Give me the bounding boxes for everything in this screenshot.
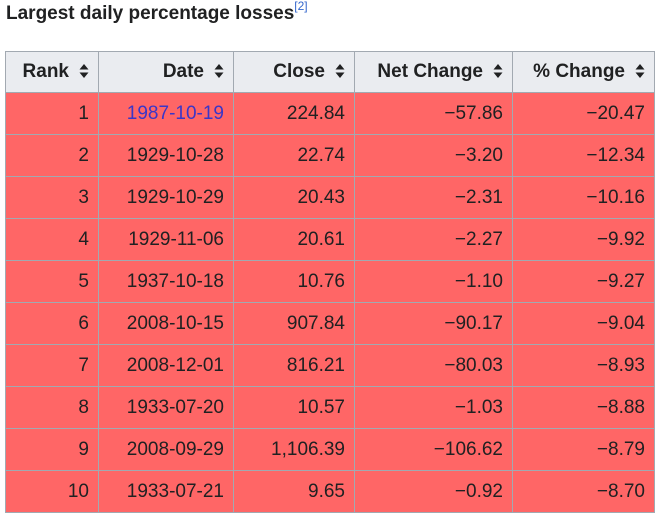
table-row: 1 1987-10-19 224.84 −57.86 −20.47	[5, 92, 655, 135]
net-change-cell: −90.17	[354, 302, 513, 345]
table-row: 8 1933-07-20 10.57 −1.03 −8.88	[5, 386, 655, 429]
rank-cell: 5	[5, 260, 99, 303]
table-row: 4 1929-11-06 20.61 −2.27 −9.92	[5, 218, 655, 261]
percent-change-cell: −9.04	[512, 302, 655, 345]
column-header-label: % Change	[533, 61, 625, 82]
close-cell: 907.84	[233, 302, 355, 345]
caption-title: Largest daily percentage losses	[6, 3, 295, 24]
column-header-label: Rank	[22, 61, 69, 82]
column-header-label: Net Change	[377, 61, 483, 82]
rank-cell: 7	[5, 344, 99, 387]
header-row: Rank Date Close Net Change % Change	[5, 51, 655, 93]
date-cell: 1933-07-20	[98, 386, 234, 429]
date-cell: 1933-07-21	[98, 470, 234, 513]
rank-cell: 1	[5, 92, 99, 135]
net-change-cell: −1.03	[354, 386, 513, 429]
rank-cell: 9	[5, 428, 99, 471]
date-cell: 1987-10-19	[98, 92, 234, 135]
sort-icon	[335, 63, 345, 78]
percent-change-cell: −10.16	[512, 176, 655, 219]
net-change-cell: −1.10	[354, 260, 513, 303]
date-cell: 1929-10-29	[98, 176, 234, 219]
percent-change-cell: −9.92	[512, 218, 655, 261]
column-header-rank[interactable]: Rank	[5, 51, 99, 93]
net-change-cell: −3.20	[354, 134, 513, 177]
table-row: 6 2008-10-15 907.84 −90.17 −9.04	[5, 302, 655, 345]
percent-change-cell: −8.88	[512, 386, 655, 429]
close-cell: 22.74	[233, 134, 355, 177]
column-header-percent-change[interactable]: % Change	[512, 51, 655, 93]
reference-link[interactable]: [2]	[294, 0, 308, 13]
rank-cell: 8	[5, 386, 99, 429]
rank-cell: 10	[5, 470, 99, 513]
column-header-net-change[interactable]: Net Change	[354, 51, 513, 93]
close-cell: 224.84	[233, 92, 355, 135]
sort-icon	[493, 63, 503, 78]
percent-change-cell: −8.70	[512, 470, 655, 513]
rank-cell: 6	[5, 302, 99, 345]
close-cell: 816.21	[233, 344, 355, 387]
close-cell: 10.76	[233, 260, 355, 303]
percent-change-cell: −12.34	[512, 134, 655, 177]
rank-cell: 4	[5, 218, 99, 261]
rank-cell: 3	[5, 176, 99, 219]
net-change-cell: −0.92	[354, 470, 513, 513]
column-header-label: Date	[162, 61, 204, 82]
sort-icon	[214, 63, 224, 78]
column-header-date[interactable]: Date	[98, 51, 234, 93]
percent-change-cell: −9.27	[512, 260, 655, 303]
sort-icon	[635, 63, 645, 78]
rank-cell: 2	[5, 134, 99, 177]
table-row: 5 1937-10-18 10.76 −1.10 −9.27	[5, 260, 655, 303]
percent-change-cell: −8.79	[512, 428, 655, 471]
sort-icon	[79, 63, 89, 78]
net-change-cell: −2.27	[354, 218, 513, 261]
table-row: 2 1929-10-28 22.74 −3.20 −12.34	[5, 134, 655, 177]
date-cell: 2008-09-29	[98, 428, 234, 471]
table-row: 7 2008-12-01 816.21 −80.03 −8.93	[5, 344, 655, 387]
table-row: 3 1929-10-29 20.43 −2.31 −10.16	[5, 176, 655, 219]
date-cell: 2008-12-01	[98, 344, 234, 387]
close-cell: 9.65	[233, 470, 355, 513]
date-cell: 1929-10-28	[98, 134, 234, 177]
losses-table: Rank Date Close Net Change % Change 1 19…	[5, 51, 655, 513]
percent-change-cell: −20.47	[512, 92, 655, 135]
percent-change-cell: −8.93	[512, 344, 655, 387]
net-change-cell: −57.86	[354, 92, 513, 135]
net-change-cell: −2.31	[354, 176, 513, 219]
close-cell: 1,106.39	[233, 428, 355, 471]
net-change-cell: −106.62	[354, 428, 513, 471]
table-row: 9 2008-09-29 1,106.39 −106.62 −8.79	[5, 428, 655, 471]
column-header-close[interactable]: Close	[233, 51, 355, 93]
date-cell: 2008-10-15	[98, 302, 234, 345]
date-link[interactable]: 1987-10-19	[126, 102, 224, 124]
close-cell: 20.61	[233, 218, 355, 261]
close-cell: 20.43	[233, 176, 355, 219]
reference-superscript: [2]	[294, 0, 307, 13]
net-change-cell: −80.03	[354, 344, 513, 387]
column-header-label: Close	[273, 61, 325, 82]
date-cell: 1929-11-06	[98, 218, 234, 261]
table-row: 10 1933-07-21 9.65 −0.92 −8.70	[5, 470, 655, 513]
date-cell: 1937-10-18	[98, 260, 234, 303]
close-cell: 10.57	[233, 386, 355, 429]
table-caption: Largest daily percentage losses[2]	[6, 0, 308, 28]
